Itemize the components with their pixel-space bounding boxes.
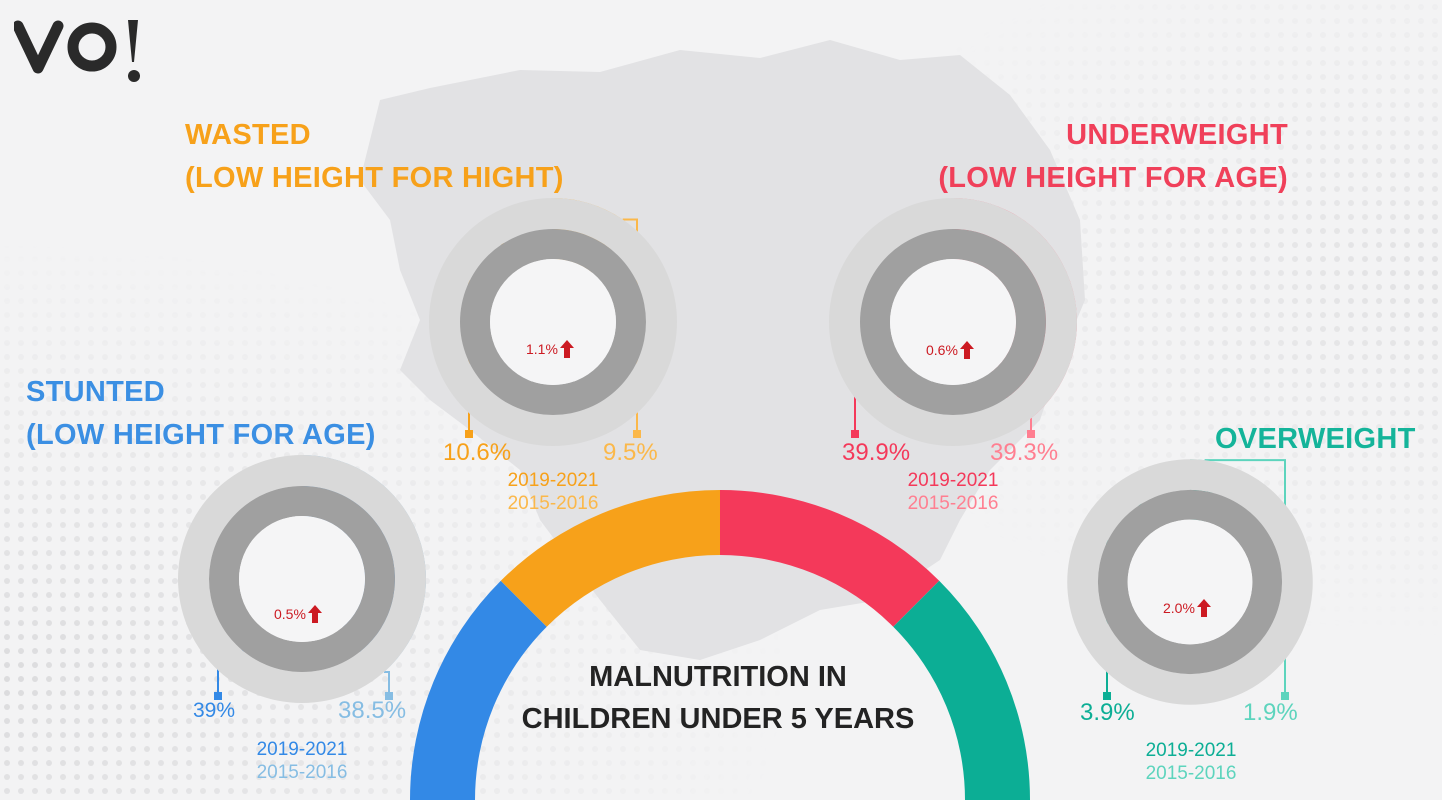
- underweight-year-2019: 2019-2021: [907, 470, 999, 491]
- center-title: MALNUTRITION IN CHILDREN UNDER 5 YEARS: [480, 656, 956, 740]
- overweight-value-2015: 1.9%: [1243, 699, 1298, 726]
- wasted-change: 1.1%: [526, 340, 574, 358]
- voi-logo: [14, 20, 140, 82]
- stunted-subtitle: (LOW HEIGHT FOR AGE): [26, 419, 376, 451]
- stunted-leader-2015: [384, 671, 390, 694]
- stunted-year-2019: 2019-2021: [256, 739, 348, 760]
- overweight-center-disc: [1127, 519, 1253, 645]
- overweight-inner-track: [1097, 489, 1283, 675]
- center-gauge-segment-underweight: [720, 490, 940, 627]
- overweight-heading: OVERWEIGHT: [1215, 418, 1416, 461]
- underweight-change: 0.6%: [926, 341, 974, 359]
- underweight-value-2015: 39.3%: [990, 439, 1059, 466]
- wasted-marker-2019: [465, 430, 473, 438]
- wasted-value-2015: 9.5%: [603, 439, 658, 466]
- stunted-marker-2015: [385, 692, 393, 700]
- arrow-up-icon: [959, 341, 974, 359]
- stunted-value-2019: 39%: [193, 699, 236, 722]
- center-title-line2: CHILDREN UNDER 5 YEARS: [521, 703, 915, 735]
- wasted-marker-2015: [633, 430, 641, 438]
- stunted-value-2015: 38.5%: [338, 697, 407, 724]
- underweight-heading: UNDERWEIGHT (LOW HEIGHT FOR AGE): [938, 114, 1288, 200]
- wasted-year-2015: 2015-2016: [507, 493, 599, 514]
- wasted-value-2019: 10.6%: [443, 439, 512, 466]
- wasted-title: WASTED: [185, 119, 311, 151]
- wasted-inner-track: [460, 229, 646, 415]
- arrow-up-icon: [1196, 599, 1211, 617]
- stunted-inner-track: [208, 485, 396, 673]
- underweight-title: UNDERWEIGHT: [1066, 119, 1288, 151]
- underweight-subtitle: (LOW HEIGHT FOR AGE): [938, 162, 1288, 194]
- stunted-heading: STUNTED (LOW HEIGHT FOR AGE): [26, 371, 376, 457]
- overweight-value-2019: 3.9%: [1080, 699, 1135, 726]
- center-gauge-segment-stunted: [410, 580, 547, 800]
- wasted-year-2019: 2019-2021: [507, 470, 599, 491]
- overweight-change-label: 2.0%: [1163, 600, 1195, 616]
- underweight-marker-2019: [851, 430, 859, 438]
- underweight-center-disc: [890, 259, 1016, 385]
- underweight-marker-2015: [1027, 430, 1035, 438]
- stunted-marker-2019: [214, 692, 222, 700]
- underweight-inner-track: [860, 229, 1046, 415]
- underweight-leader-2015: [1030, 418, 1032, 432]
- underweight-change-label: 0.6%: [926, 342, 958, 358]
- overweight-marker-2019: [1103, 692, 1111, 700]
- stunted-change-label: 0.5%: [274, 606, 306, 622]
- overweight-marker-2015: [1281, 692, 1289, 700]
- overweight-year-2019: 2019-2021: [1145, 740, 1237, 761]
- arrow-up-icon: [559, 340, 574, 358]
- stunted-change: 0.5%: [274, 605, 322, 623]
- overweight-change: 2.0%: [1163, 599, 1211, 617]
- center-gauge-segment-overweight: [893, 580, 1030, 800]
- wasted-change-label: 1.1%: [526, 341, 558, 357]
- arrow-up-icon: [307, 605, 322, 623]
- center-gauge-segment-wasted: [500, 490, 720, 627]
- wasted-subtitle: (LOW HEIGHT FOR HIGHT): [185, 162, 564, 194]
- overweight-year-2015: 2015-2016: [1145, 763, 1237, 784]
- overweight-title: OVERWEIGHT: [1215, 423, 1416, 455]
- underweight-value-2019: 39.9%: [842, 439, 911, 466]
- stunted-title: STUNTED: [26, 376, 166, 408]
- stunted-year-2015: 2015-2016: [256, 762, 348, 783]
- wasted-heading: WASTED (LOW HEIGHT FOR HIGHT): [185, 114, 564, 200]
- wasted-center-disc: [490, 259, 616, 385]
- center-title-line1: MALNUTRITION IN: [589, 661, 847, 693]
- underweight-year-2015: 2015-2016: [907, 493, 999, 514]
- map-silhouette: [360, 40, 1085, 660]
- stunted-center-disc: [239, 516, 365, 642]
